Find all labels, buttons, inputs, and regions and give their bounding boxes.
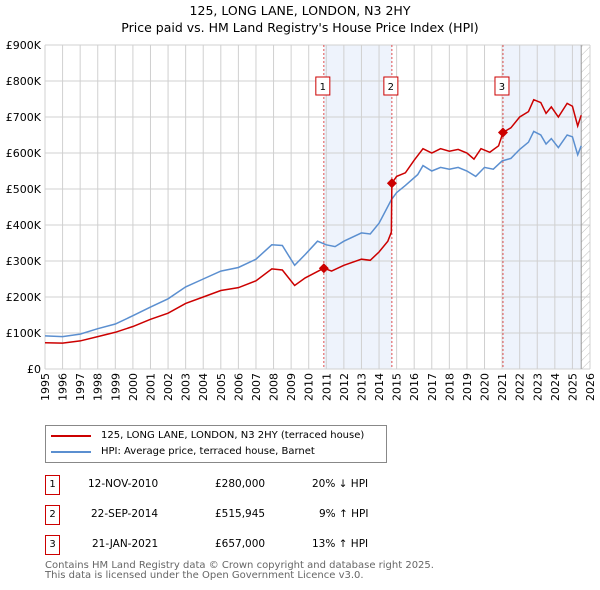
sale-date: 22-SEP-2014 xyxy=(91,508,159,520)
series-line-hpi xyxy=(44,130,582,338)
sale-row: 1 12-NOV-2010 £280,000 20% ↓ HPI xyxy=(45,475,445,495)
x-tick-label: 2009 xyxy=(285,373,298,401)
footer: Contains HM Land Registry data © Crown c… xyxy=(45,561,434,581)
sale-price: £280,000 xyxy=(215,478,266,490)
sale-hpi: 20% ↓ HPI xyxy=(312,478,369,490)
x-tick-label: 2004 xyxy=(197,373,210,401)
series-line-property xyxy=(44,98,582,344)
sale-date: 12-NOV-2010 xyxy=(88,478,159,490)
y-tick-label: £0 xyxy=(27,363,41,376)
x-tick-label: 1996 xyxy=(57,373,70,401)
chart-title: 125, LONG LANE, LONDON, N3 2HY xyxy=(189,3,411,18)
y-tick-label: £600K xyxy=(6,147,42,160)
sale-point xyxy=(318,263,329,274)
legend-line-hpi xyxy=(51,450,91,453)
x-tick-label: 2022 xyxy=(514,373,527,401)
sale-row: 3 21-JAN-2021 £657,000 13% ↑ HPI xyxy=(45,535,445,555)
legend-label-property: 125, LONG LANE, LONDON, N3 2HY (terraced… xyxy=(101,430,365,441)
sale-number: 3 xyxy=(45,535,60,555)
y-tick-label: £800K xyxy=(6,75,42,88)
legend-label-hpi: HPI: Average price, terraced house, Barn… xyxy=(101,446,315,457)
legend: 125, LONG LANE, LONDON, N3 2HY (terraced… xyxy=(45,425,387,463)
x-tick-label: 2001 xyxy=(144,373,157,401)
x-tick-label: 1997 xyxy=(74,373,87,401)
shaded-range xyxy=(502,45,582,369)
y-tick-label: £100K xyxy=(6,327,42,340)
sale-hpi: 13% ↑ HPI xyxy=(312,538,369,550)
x-tick-label: 2010 xyxy=(303,373,316,401)
x-tick-label: 2015 xyxy=(391,373,404,401)
y-tick-label: £700K xyxy=(6,111,42,124)
x-tick-label: 1998 xyxy=(92,373,105,401)
x-tick-label: 2011 xyxy=(320,373,333,401)
x-tick-label: 2006 xyxy=(232,373,245,401)
x-tick-label: 2005 xyxy=(215,373,228,401)
sale-number: 2 xyxy=(45,505,60,525)
sale-label: 2 xyxy=(388,82,394,93)
x-tick-label: 2023 xyxy=(531,373,544,401)
sale-row: 2 22-SEP-2014 £515,945 9% ↑ HPI xyxy=(45,505,445,525)
sale-number: 1 xyxy=(45,475,60,495)
sale-label-box xyxy=(383,76,399,96)
sale-label-box xyxy=(494,76,510,96)
chart-subtitle: Price paid vs. HM Land Registry's House … xyxy=(121,20,479,35)
y-tick-label: £400K xyxy=(6,219,42,232)
x-tick-label: 1999 xyxy=(109,373,122,401)
x-tick-label: 2014 xyxy=(373,373,386,401)
plot-area: 1995 1996 1997 1998 1999 2000 2001 2002 2003 2004… xyxy=(6,39,597,401)
shaded-range xyxy=(323,45,392,369)
x-tick-label: 2020 xyxy=(479,373,492,401)
x-tick-label: 2019 xyxy=(461,373,474,401)
sale-label: 3 xyxy=(499,82,505,93)
x-tick-label: 2012 xyxy=(338,373,351,401)
x-tick-label: 2026 xyxy=(584,373,597,401)
sale-label-box xyxy=(315,76,331,96)
forecast-hatch xyxy=(581,45,590,369)
sale-date: 21-JAN-2021 xyxy=(92,538,159,550)
x-tick-label: 2007 xyxy=(250,373,263,401)
x-tick-label: 2000 xyxy=(127,373,140,401)
x-tick-label: 2016 xyxy=(408,373,421,401)
sale-price: £515,945 xyxy=(215,508,266,520)
sale-label: 1 xyxy=(320,82,326,93)
x-tick-label: 2008 xyxy=(268,373,281,401)
x-tick-label: 2024 xyxy=(549,373,562,401)
legend-line-property xyxy=(51,434,91,437)
sale-point xyxy=(386,178,397,189)
y-tick-label: £200K xyxy=(6,291,42,304)
footer-line: Contains HM Land Registry data © Crown c… xyxy=(45,560,434,571)
x-tick-label: 2018 xyxy=(443,373,456,401)
y-tick-label: £500K xyxy=(6,183,42,196)
y-tick-label: £900K xyxy=(6,39,42,52)
x-tick-label: 2002 xyxy=(162,373,175,401)
x-tick-label: 2017 xyxy=(426,373,439,401)
x-tick-label: 2013 xyxy=(355,373,368,401)
x-tick-label: 2003 xyxy=(180,373,193,401)
sale-point xyxy=(497,127,508,138)
x-tick-label: 2021 xyxy=(496,373,509,401)
y-tick-label: £300K xyxy=(6,255,42,268)
x-tick-label: 2025 xyxy=(566,373,579,401)
x-tick-label: 1995 xyxy=(39,373,52,401)
sale-hpi: 9% ↑ HPI xyxy=(319,508,369,520)
sale-price: £657,000 xyxy=(215,538,266,550)
footer-line: This data is licensed under the Open Gov… xyxy=(45,570,364,581)
